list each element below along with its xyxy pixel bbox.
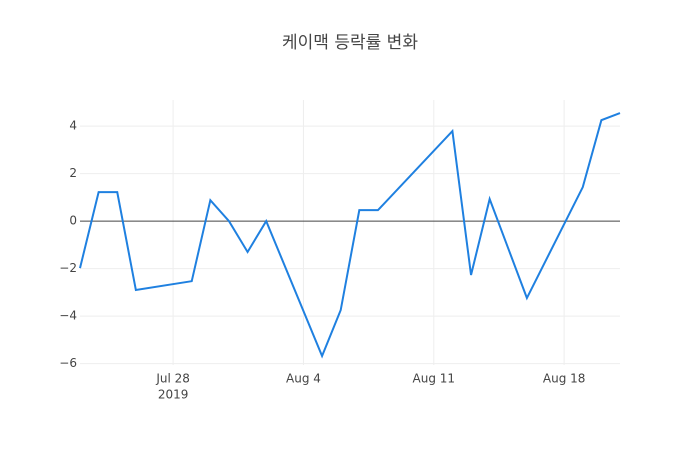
y-tick-label: 0 <box>69 214 77 228</box>
x-tick-label: Aug 18 <box>543 372 586 386</box>
y-tick-label: −2 <box>59 261 77 275</box>
x-tick-label: Jul 28 <box>155 372 190 386</box>
chart-title: 케이맥 등락률 변화 <box>282 33 418 53</box>
y-tick-label: −6 <box>59 356 77 370</box>
x-tick-label: Aug 4 <box>286 372 321 386</box>
y-tick-label: −4 <box>59 309 77 323</box>
y-tick-label: 2 <box>69 166 77 180</box>
x-tick-label: 2019 <box>158 388 189 402</box>
line-series <box>79 112 621 359</box>
x-tick-label: Aug 11 <box>413 372 456 386</box>
y-tick-label: 4 <box>69 119 77 133</box>
